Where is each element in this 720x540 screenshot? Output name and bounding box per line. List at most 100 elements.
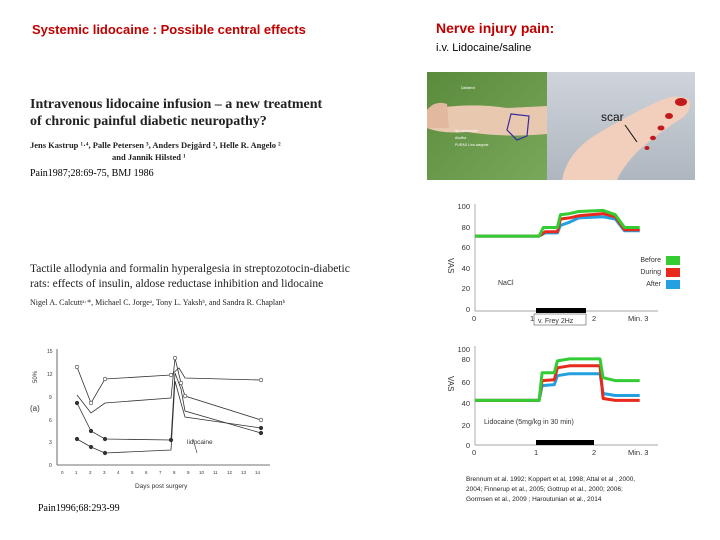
rat-xtick: 3 bbox=[103, 470, 106, 475]
rat-ytick: 3 bbox=[49, 440, 52, 446]
legend-after-swatch bbox=[666, 280, 680, 289]
vas-nacl-ytick: 20 bbox=[462, 284, 470, 293]
vas-chart-nacl-x-ticks: 0 1 2 Min. 3 bbox=[472, 314, 648, 323]
vas-chart-lidocaine-condition-label: Lidocaine (5mg/kg in 30 min) bbox=[484, 419, 574, 426]
vas-lido-ytick: 80 bbox=[462, 355, 470, 364]
rat-xtick: 13 bbox=[241, 470, 247, 475]
vas-chart-nacl-y-ticks: 100 80 60 40 20 0 bbox=[457, 202, 470, 314]
rat-ylabel: 50% bbox=[33, 370, 39, 383]
rat-x-ticks: 0 1 2 3 4 5 6 7 8 9 10 11 12 13 14 bbox=[61, 470, 261, 475]
vas-chart-lidocaine-series bbox=[475, 357, 640, 402]
vas-lido-ytick: 20 bbox=[462, 421, 470, 430]
paper1-authors-line1: Jens Kastrup ¹·⁴, Palle Petersen ³, Ande… bbox=[30, 140, 281, 150]
paper2-title-line1: Tactile allodynia and formalin hyperalge… bbox=[30, 263, 350, 275]
rat-xtick: 8 bbox=[173, 470, 176, 475]
vas-nacl-ytick: 0 bbox=[466, 305, 470, 314]
rat-point bbox=[258, 425, 264, 431]
arm-labels: Dalfatext Sp.ndertemper Alodfra PURAS Li… bbox=[455, 86, 489, 147]
rat-point bbox=[168, 372, 174, 378]
vas-chart-lidocaine: VAS 100 80 60 40 20 0 0 1 2 Min. 3 Lidoc… bbox=[446, 345, 658, 457]
toenail bbox=[675, 98, 687, 106]
rat-allodynia-figure: (a) 50% 15 12 9 6 3 0 0 1 2 3 4 5 6 7 8 … bbox=[30, 349, 270, 490]
rat-point bbox=[74, 400, 80, 406]
references-block: Brennum et al. 1992; Koppert et al, 1998… bbox=[466, 475, 635, 505]
rat-point bbox=[102, 450, 108, 456]
rat-point bbox=[258, 417, 264, 423]
rat-point bbox=[182, 393, 188, 399]
rat-point bbox=[88, 428, 94, 434]
rat-ytick: 12 bbox=[47, 372, 53, 378]
rat-ytick: 0 bbox=[49, 463, 52, 469]
series-line-after bbox=[475, 372, 640, 402]
arm-and-foot-photo: Dalfatext Sp.ndertemper Alodfra PURAS Li… bbox=[427, 72, 695, 180]
rat-point bbox=[172, 355, 178, 361]
legend-before-label: Before bbox=[640, 257, 661, 264]
rat-axes bbox=[56, 349, 270, 466]
rat-point bbox=[102, 436, 108, 442]
series-line-before bbox=[475, 357, 640, 402]
left-slide-title: Systemic lidocaine : Possible central ef… bbox=[32, 22, 306, 37]
rat-xtick: 7 bbox=[159, 470, 162, 475]
right-slide-subtitle: i.v. Lidocaine/saline bbox=[436, 42, 532, 54]
vas-lido-ytick: 40 bbox=[462, 399, 470, 408]
vas-nacl-xtick: 0 bbox=[472, 314, 476, 323]
toenail bbox=[644, 146, 650, 150]
arm-label: PURAS Linn-ategorie bbox=[455, 143, 489, 147]
rat-xtick: 14 bbox=[255, 470, 261, 475]
vas-chart-nacl-ylabel: VAS bbox=[446, 258, 455, 273]
arm-shape bbox=[427, 105, 547, 136]
scar-arrow bbox=[624, 124, 638, 143]
vas-chart-nacl-stimulus-bar bbox=[536, 308, 586, 313]
rat-point bbox=[168, 437, 174, 443]
rat-point bbox=[258, 377, 264, 383]
reference-line: Gormsen et al., 2009 ; Haroutunian et al… bbox=[466, 496, 602, 503]
paper2-citation: Pain1996;68:293-99 bbox=[38, 503, 120, 514]
vas-nacl-ytick: 100 bbox=[457, 202, 470, 211]
arm-label: Sp.ndertemper bbox=[455, 129, 479, 133]
vas-chart-legend: Before During After bbox=[640, 256, 680, 289]
rat-point bbox=[178, 380, 184, 386]
vas-lido-xtick: 2 bbox=[592, 448, 596, 457]
vas-nacl-xtick: 2 bbox=[592, 314, 596, 323]
paper1-citation: Pain1987;28:69-75, BMJ 1986 bbox=[30, 168, 154, 179]
vas-chart-nacl: VAS 100 80 60 40 20 0 0 1 2 Min. 3 v. Fr… bbox=[446, 202, 680, 326]
toenail bbox=[665, 113, 673, 119]
paper2-authors: Nigel A. Calcuttᵃ·*, Michael C. Jorgeᵃ, … bbox=[30, 298, 286, 307]
vas-chart-lidocaine-x-ticks: 0 1 2 Min. 3 bbox=[472, 448, 648, 457]
rat-lidocaine-arrow bbox=[192, 438, 198, 454]
vas-nacl-ytick: 40 bbox=[462, 264, 470, 273]
toenail bbox=[657, 125, 665, 131]
rat-point bbox=[74, 364, 80, 370]
vas-lido-xtick: 1 bbox=[534, 448, 538, 457]
vas-lido-ytick: 0 bbox=[466, 441, 470, 450]
rat-y-ticks: 15 12 9 6 3 0 bbox=[47, 349, 53, 469]
vas-nacl-ytick: 60 bbox=[462, 243, 470, 252]
rat-xtick: 12 bbox=[227, 470, 233, 475]
rat-ytick: 9 bbox=[49, 395, 52, 401]
legend-during-swatch bbox=[666, 268, 680, 277]
rat-xtick: 10 bbox=[199, 470, 205, 475]
series-line-before bbox=[475, 208, 640, 238]
foot-shape bbox=[562, 96, 690, 180]
rat-xtick: 11 bbox=[213, 470, 218, 475]
rat-point bbox=[258, 430, 264, 436]
vas-nacl-xtick: 1 bbox=[530, 314, 534, 323]
legend-after-label: After bbox=[646, 281, 661, 288]
painted-toenails bbox=[644, 98, 687, 150]
vas-nacl-ytick: 80 bbox=[462, 223, 470, 232]
rat-xlabel: Days post surgery bbox=[135, 483, 188, 490]
rat-data-markers bbox=[74, 355, 264, 456]
vas-chart-nacl-condition-label: NaCl bbox=[498, 280, 514, 287]
rat-ytick: 6 bbox=[49, 418, 52, 424]
vas-chart-nacl-stimulus-label-box bbox=[533, 313, 587, 326]
vas-lido-xtick: 0 bbox=[472, 448, 476, 457]
paper1-title-line1: Intravenous lidocaine infusion – a new t… bbox=[30, 97, 323, 112]
scar-label: scar bbox=[601, 110, 624, 124]
vas-lido-xtick: Min. 3 bbox=[628, 448, 648, 457]
rat-xtick: 0 bbox=[61, 470, 64, 475]
arm-label: Alodfra bbox=[455, 136, 466, 140]
right-slide-title: Nerve injury pain: bbox=[436, 20, 555, 36]
rat-point bbox=[102, 376, 108, 382]
rat-series-diabetic-b bbox=[76, 372, 262, 441]
paper1-title-line2: of chronic painful diabetic neuropathy? bbox=[30, 114, 267, 129]
